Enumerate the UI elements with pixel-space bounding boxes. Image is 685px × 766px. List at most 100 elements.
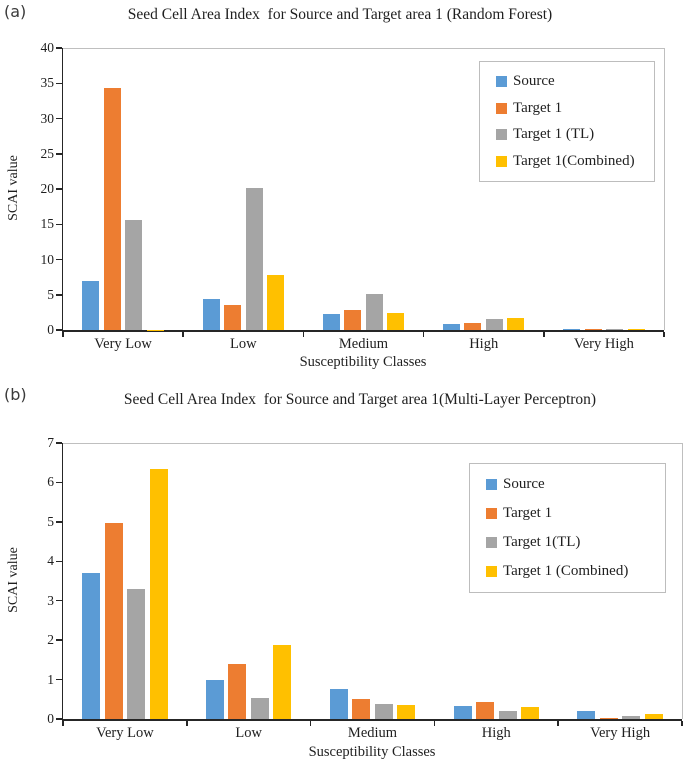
bar-b-very-high-series-1 bbox=[599, 717, 618, 719]
bar-b-very-high-series-0 bbox=[577, 711, 596, 719]
y-tick-label-b: 3 bbox=[47, 592, 54, 608]
legend-swatch-icon bbox=[496, 129, 507, 141]
x-tick-mark-a bbox=[182, 331, 184, 337]
y-axis-b bbox=[61, 443, 63, 719]
legend-item-a-0: Source bbox=[496, 73, 650, 90]
legend-label: Target 1 bbox=[513, 99, 563, 116]
bar-b-low-series-2 bbox=[250, 698, 269, 719]
x-tick-mark-a bbox=[302, 331, 305, 337]
bar-a-high-series-2 bbox=[485, 318, 503, 330]
legend-swatch-icon bbox=[496, 102, 507, 114]
legend-item-a-1: Target 1 bbox=[496, 100, 650, 117]
legend-item-b-3: Target 1 (Combined) bbox=[486, 563, 661, 580]
x-tick-mark-a bbox=[62, 331, 64, 337]
bar-b-high-series-0 bbox=[453, 706, 472, 719]
bar-a-very-high-series-1 bbox=[584, 329, 602, 330]
legend-swatch-icon bbox=[486, 566, 497, 577]
x-tick-mark-b bbox=[557, 720, 559, 726]
y-tick-mark-a bbox=[55, 329, 62, 331]
y-tick-mark-b bbox=[55, 560, 62, 563]
y-tick-label-b: 0 bbox=[47, 711, 54, 726]
legend-swatch-icon bbox=[496, 75, 507, 87]
y-tick-label-a: 40 bbox=[40, 40, 55, 55]
x-axis-a bbox=[61, 330, 664, 332]
bar-b-medium-series-0 bbox=[329, 689, 348, 719]
bar-b-very-low-series-0 bbox=[82, 573, 101, 719]
bar-b-very-low-series-2 bbox=[127, 588, 146, 719]
legend-item-a-3: Target 1(Combined) bbox=[496, 153, 650, 170]
x-tick-mark-b bbox=[62, 720, 64, 726]
bar-a-low-series-0 bbox=[202, 299, 220, 330]
x-tick-mark-a bbox=[543, 331, 545, 337]
bar-b-high-series-1 bbox=[476, 702, 495, 719]
bar-b-high-series-2 bbox=[498, 711, 517, 719]
bar-b-very-high-series-3 bbox=[644, 714, 663, 719]
chart-b-y-axis-title: SCAI value bbox=[6, 547, 21, 613]
plot-frame-right-a bbox=[664, 48, 665, 330]
y-tick-label-a: 15 bbox=[40, 216, 55, 232]
plot-frame-top-a bbox=[63, 48, 664, 49]
bar-a-very-low-series-1 bbox=[103, 88, 121, 330]
y-tick-label-b: 5 bbox=[47, 513, 54, 529]
y-tick-mark-a bbox=[55, 223, 62, 225]
y-tick-label-b: 1 bbox=[47, 671, 54, 687]
legend-a: Source Target 1 Target 1 (TL) Target 1(Comb… bbox=[479, 61, 655, 182]
y-tick-mark-a bbox=[55, 117, 62, 120]
bar-a-medium-series-0 bbox=[322, 314, 340, 330]
x-tick-label-b: Low bbox=[235, 725, 262, 741]
legend-label: Source bbox=[503, 476, 545, 492]
y-tick-label-a: 20 bbox=[40, 181, 55, 196]
y-tick-mark-b bbox=[55, 442, 62, 444]
x-tick-mark-a bbox=[422, 331, 425, 337]
y-tick-label-b: 6 bbox=[47, 474, 54, 490]
y-tick-label-a: 5 bbox=[47, 286, 54, 302]
bar-a-very-high-series-2 bbox=[606, 328, 624, 330]
x-tick-label-a: Medium bbox=[338, 336, 389, 352]
legend-swatch-icon bbox=[486, 508, 497, 519]
y-axis-a bbox=[61, 48, 63, 330]
bar-a-low-series-2 bbox=[245, 187, 263, 330]
legend-label: Target 1(Combined) bbox=[513, 153, 635, 170]
bar-b-very-high-series-2 bbox=[622, 715, 641, 719]
y-tick-mark-b bbox=[55, 521, 62, 523]
bar-a-medium-series-1 bbox=[344, 310, 362, 330]
y-tick-mark-b bbox=[55, 718, 62, 720]
y-tick-mark-b bbox=[55, 599, 62, 602]
y-tick-mark-b bbox=[55, 639, 62, 641]
legend-label: Target 1(TL) bbox=[503, 534, 581, 550]
y-tick-mark-a bbox=[55, 294, 62, 296]
bar-a-high-series-3 bbox=[507, 318, 525, 330]
x-tick-label-b: Very High bbox=[590, 725, 651, 741]
bar-a-very-low-series-0 bbox=[82, 280, 100, 330]
x-tick-mark-a bbox=[663, 331, 665, 337]
bar-a-medium-series-3 bbox=[387, 313, 405, 330]
bar-a-very-high-series-3 bbox=[627, 329, 645, 330]
x-tick-mark-b bbox=[681, 720, 683, 726]
panel-label-b: (b) bbox=[4, 385, 27, 404]
bar-b-medium-series-3 bbox=[397, 705, 416, 719]
y-tick-label-a: 30 bbox=[40, 110, 55, 126]
y-tick-mark-a bbox=[55, 82, 62, 84]
y-tick-label-a: 35 bbox=[40, 75, 55, 91]
bar-b-very-low-series-1 bbox=[104, 523, 123, 719]
x-axis-b bbox=[61, 719, 682, 721]
y-tick-label-b: 2 bbox=[47, 632, 54, 648]
bar-b-low-series-1 bbox=[228, 663, 247, 719]
legend-item-b-0: Source bbox=[486, 476, 661, 493]
y-tick-mark-b bbox=[55, 481, 62, 484]
legend-label: Target 1 (TL) bbox=[513, 126, 595, 143]
bar-b-low-series-0 bbox=[205, 679, 224, 719]
x-tick-label-b: Medium bbox=[347, 725, 398, 741]
x-tick-mark-b bbox=[433, 720, 436, 726]
bar-b-low-series-3 bbox=[273, 645, 292, 719]
legend-swatch-icon bbox=[486, 479, 497, 490]
y-tick-label-a: 25 bbox=[40, 145, 55, 161]
y-tick-mark-a bbox=[55, 153, 62, 155]
bar-b-very-low-series-3 bbox=[149, 468, 168, 719]
x-tick-mark-b bbox=[309, 720, 312, 726]
y-tick-label-a: 0 bbox=[47, 322, 54, 337]
y-tick-label-b: 4 bbox=[47, 553, 54, 569]
y-tick-label-a: 10 bbox=[40, 251, 55, 267]
legend-label: Target 1 (Combined) bbox=[503, 563, 629, 579]
plot-frame-right-b bbox=[682, 443, 683, 719]
